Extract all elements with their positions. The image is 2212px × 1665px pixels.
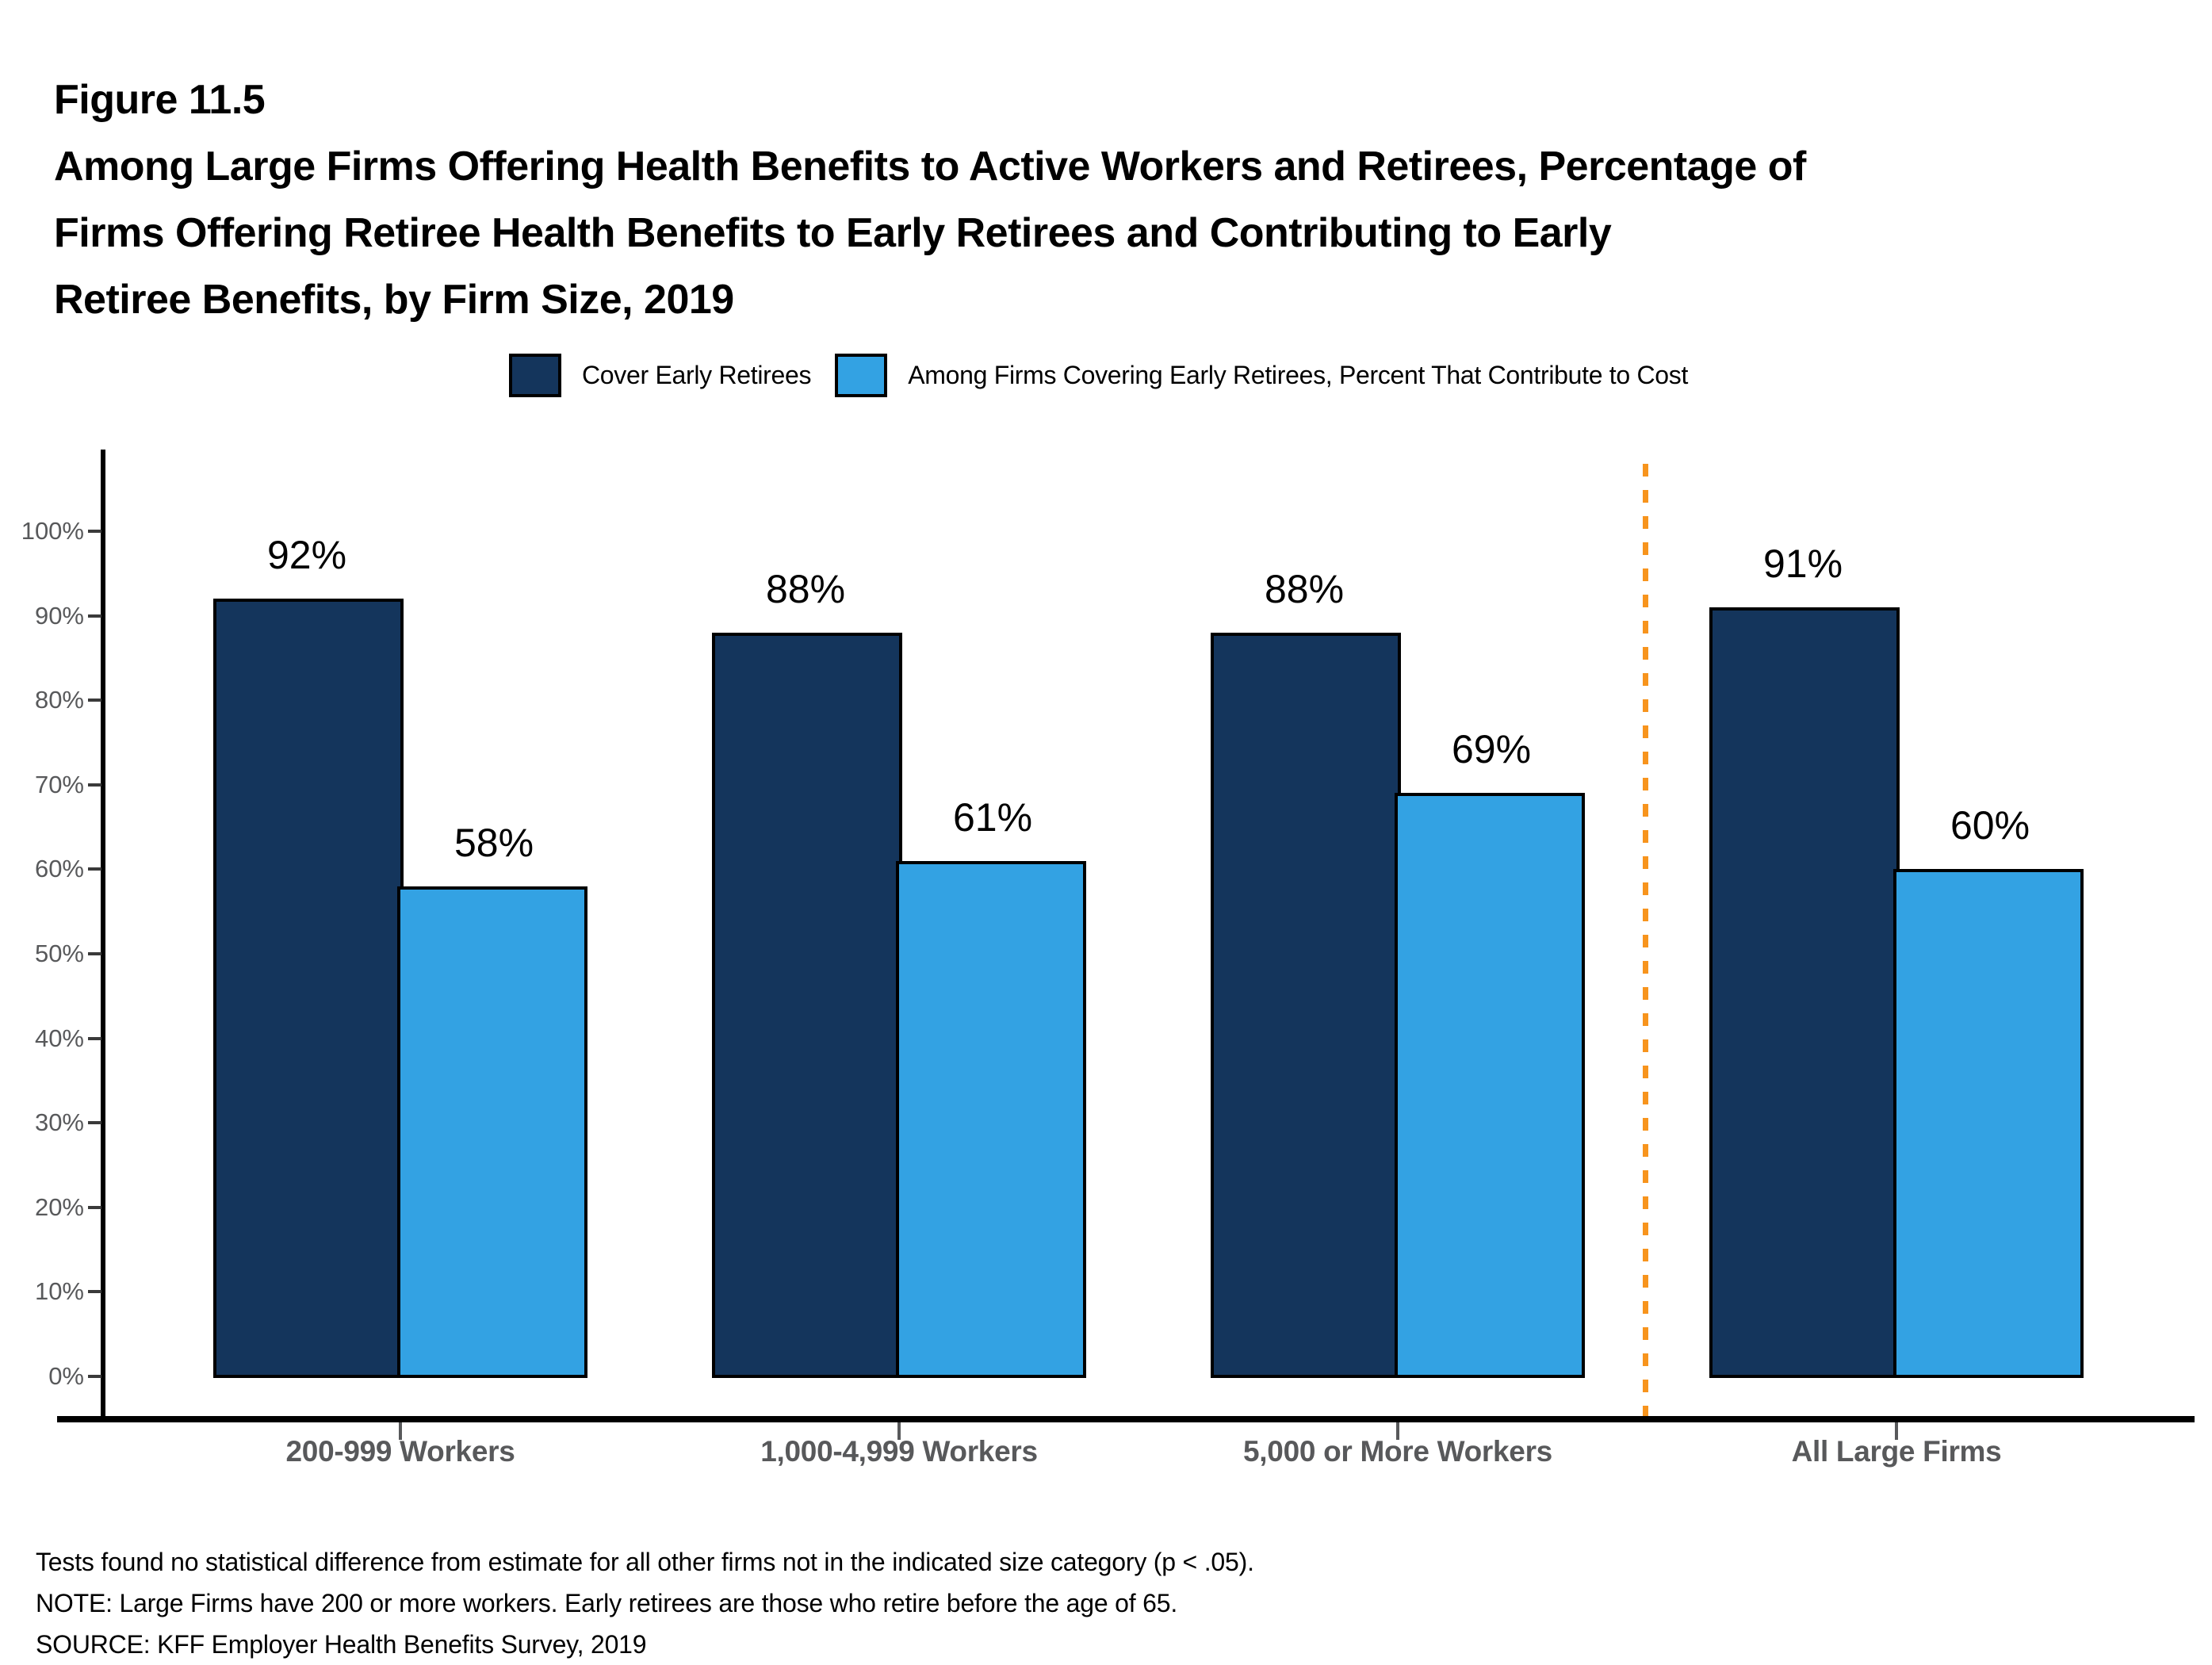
y-axis-tick-label: 50%	[34, 940, 84, 967]
legend-label: Cover Early Retirees	[582, 361, 812, 389]
category-label: 200-999 Workers	[285, 1435, 515, 1468]
y-axis-tick-label: 100%	[21, 517, 84, 545]
x-axis-tick	[897, 1422, 901, 1440]
legend-swatch-blue	[835, 354, 888, 397]
legend-label: Among Firms Covering Early Retirees, Per…	[908, 361, 1689, 389]
chart-title-line-1: Among Large Firms Offering Health Benefi…	[54, 144, 1806, 189]
legend-item-contribute-to-cost: Among Firms Covering Early Retirees, Per…	[835, 354, 1688, 397]
chart-title-line-2: Firms Offering Retiree Health Benefits t…	[54, 210, 1612, 256]
y-axis-tick-label: 40%	[34, 1024, 84, 1052]
bar-value-label: 88%	[765, 567, 846, 611]
title-block: Figure 11.5 Among Large Firms Offering H…	[54, 67, 1806, 333]
y-axis-tick-label: 80%	[34, 686, 84, 714]
footnotes: Tests found no statistical difference fr…	[36, 1541, 1254, 1665]
bar-cover-early-retirees	[213, 599, 404, 1378]
footnote-source: SOURCE: KFF Employer Health Benefits Sur…	[36, 1630, 647, 1659]
bar-value-label: 88%	[1264, 567, 1345, 611]
y-axis-tick	[88, 952, 101, 955]
y-axis-tick-label: 30%	[34, 1108, 84, 1137]
x-axis-line	[57, 1416, 2195, 1422]
y-axis-tick-label: 20%	[34, 1192, 84, 1221]
y-axis-tick-label: 60%	[34, 855, 84, 883]
bar-contribute-to-cost	[1893, 869, 2084, 1378]
y-axis-tick	[88, 699, 101, 702]
category-label: 5,000 or More Workers	[1243, 1435, 1552, 1468]
y-axis-tick	[88, 530, 101, 533]
category-label: All Large Firms	[1791, 1435, 2002, 1468]
y-axis-tick-label: 0%	[48, 1362, 84, 1390]
all-large-firms-separator-line	[1643, 464, 1648, 1416]
footnote-stat-test: Tests found no statistical difference fr…	[36, 1548, 1254, 1576]
bar-value-label: 61%	[952, 795, 1033, 840]
legend-swatch-navy	[509, 354, 561, 397]
bar-value-label: 58%	[453, 821, 534, 865]
bar-contribute-to-cost	[397, 886, 587, 1378]
figure-number: Figure 11.5	[54, 77, 266, 123]
legend: Cover Early Retirees Among Firms Coverin…	[509, 354, 1688, 397]
y-axis-line	[101, 450, 105, 1417]
footnote-note: NOTE: Large Firms have 200 or more worke…	[36, 1589, 1178, 1617]
chart-title-line-3: Retiree Benefits, by Firm Size, 2019	[54, 277, 734, 323]
y-axis-tick-label: 90%	[34, 601, 84, 630]
y-axis-tick-label: 10%	[34, 1277, 84, 1306]
y-axis-tick	[88, 1290, 101, 1294]
x-axis-tick	[1396, 1422, 1399, 1440]
bar-value-label: 92%	[266, 533, 347, 577]
bar-value-label: 91%	[1762, 542, 1843, 586]
bar-value-label: 69%	[1451, 727, 1532, 771]
y-axis-tick	[88, 1036, 101, 1040]
bar-contribute-to-cost	[896, 861, 1086, 1378]
legend-item-cover-early-retirees: Cover Early Retirees	[509, 354, 812, 397]
y-axis-tick	[88, 1121, 101, 1125]
bar-value-label: 60%	[1950, 803, 2030, 848]
x-axis-tick	[399, 1422, 402, 1440]
bar-contribute-to-cost	[1395, 793, 1585, 1378]
y-axis-tick	[88, 1375, 101, 1378]
y-axis-tick-label: 70%	[34, 770, 84, 798]
bar-cover-early-retirees	[1211, 633, 1401, 1378]
y-axis-tick	[88, 1205, 101, 1209]
bar-cover-early-retirees	[712, 633, 902, 1378]
bar-cover-early-retirees	[1709, 607, 1900, 1378]
x-axis-tick	[1895, 1422, 1898, 1440]
category-label: 1,000-4,999 Workers	[760, 1435, 1038, 1468]
y-axis-tick	[88, 783, 101, 787]
y-axis-tick	[88, 867, 101, 871]
y-axis-tick	[88, 614, 101, 618]
